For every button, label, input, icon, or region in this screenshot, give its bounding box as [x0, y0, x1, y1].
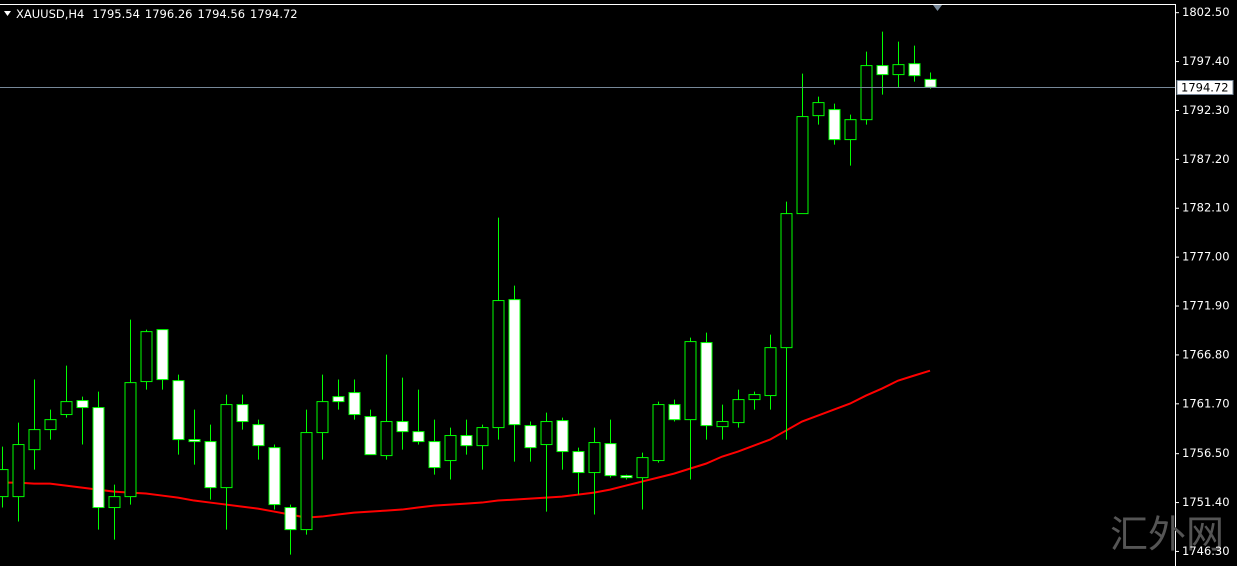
candle-body: [300, 432, 313, 531]
y-tick-label: 1792.30: [1182, 103, 1230, 117]
symbol-title: XAUUSD,H4: [16, 7, 84, 21]
candle-body: [812, 102, 825, 117]
candle-body: [236, 404, 249, 423]
candle-body: [892, 64, 905, 76]
candle-body: [764, 347, 777, 397]
candle-body: [748, 394, 761, 401]
plot-area: [0, 31, 1175, 555]
candle-body: [92, 407, 105, 509]
candle-body: [492, 300, 505, 429]
candle-body: [108, 496, 121, 509]
symbol-menu-arrow[interactable]: [4, 11, 11, 16]
candle-body: [796, 116, 809, 215]
candle-body: [252, 424, 265, 447]
moving-average-line: [2, 369, 931, 519]
header-open: 1795.54: [92, 7, 140, 21]
y-tick-label: 1782.10: [1182, 201, 1230, 215]
price-label: 1794.72: [1181, 81, 1229, 95]
y-tick-label: 1766.80: [1182, 347, 1230, 361]
candle-body: [588, 442, 601, 474]
candle-body: [204, 441, 217, 489]
y-tick-label: 1761.70: [1182, 396, 1230, 410]
candle-body: [412, 431, 425, 443]
candle-body: [572, 451, 585, 474]
candle-body: [476, 427, 489, 447]
candle-body: [172, 380, 185, 441]
candle-body: [316, 401, 329, 434]
candle-body: [0, 469, 9, 498]
watermark: 汇外网: [1110, 513, 1224, 557]
candle-body: [924, 78, 937, 88]
header-high: 1796.26: [145, 7, 193, 21]
candle-body: [908, 63, 921, 77]
candle-body: [140, 331, 153, 383]
candle-body: [780, 213, 793, 349]
candle-body: [876, 65, 889, 76]
y-tick-label: 1746.30: [1182, 544, 1230, 558]
candle-body: [12, 444, 25, 498]
candle-body: [620, 475, 633, 479]
candle-body: [60, 401, 73, 416]
candle-body: [124, 382, 137, 498]
candle-body: [524, 425, 537, 449]
header: XAUUSD,H4 1795.54 1796.26 1794.56 1794.72: [16, 7, 298, 21]
candle-body: [76, 400, 89, 409]
candle-body: [860, 65, 873, 121]
y-tick-label: 1797.40: [1182, 54, 1230, 68]
y-tick-label: 1751.40: [1182, 495, 1230, 509]
candle-body: [156, 329, 169, 381]
y-tick-label: 1787.20: [1182, 152, 1230, 166]
candle-body: [508, 299, 521, 426]
candle-body: [684, 341, 697, 421]
shift-marker: [933, 5, 942, 11]
candle-body: [716, 421, 729, 428]
price-label-box: [1176, 80, 1234, 95]
candle-body: [700, 342, 713, 427]
y-tick-label: 1771.90: [1182, 299, 1230, 313]
y-tick-label: 1756.50: [1182, 446, 1230, 460]
candle-body: [636, 457, 649, 479]
candle-body: [28, 429, 41, 451]
candle-body: [844, 119, 857, 141]
y-tick-label: 1777.00: [1182, 250, 1230, 264]
candle-body: [604, 443, 617, 477]
y-tick-label: 1802.50: [1182, 5, 1230, 19]
candle-body: [460, 435, 473, 447]
candle-body: [652, 404, 665, 462]
candle-body: [828, 109, 841, 141]
candle-body: [540, 421, 553, 446]
header-low: 1794.56: [197, 7, 245, 21]
candle-body: [668, 404, 681, 421]
header-close: 1794.72: [250, 7, 298, 21]
candle-body: [348, 392, 361, 416]
candle-body: [220, 404, 233, 489]
candle-body: [44, 419, 57, 431]
candle-body: [428, 441, 441, 469]
candle-body: [396, 421, 409, 433]
candle-body: [380, 421, 393, 457]
candle-body: [732, 399, 745, 424]
candle-body: [556, 420, 569, 453]
candle-body: [444, 435, 457, 462]
candle-body: [364, 416, 377, 456]
candle-body: [284, 507, 297, 531]
candle-body: [188, 439, 201, 443]
candle-body: [268, 447, 281, 506]
candle-body: [332, 396, 345, 403]
